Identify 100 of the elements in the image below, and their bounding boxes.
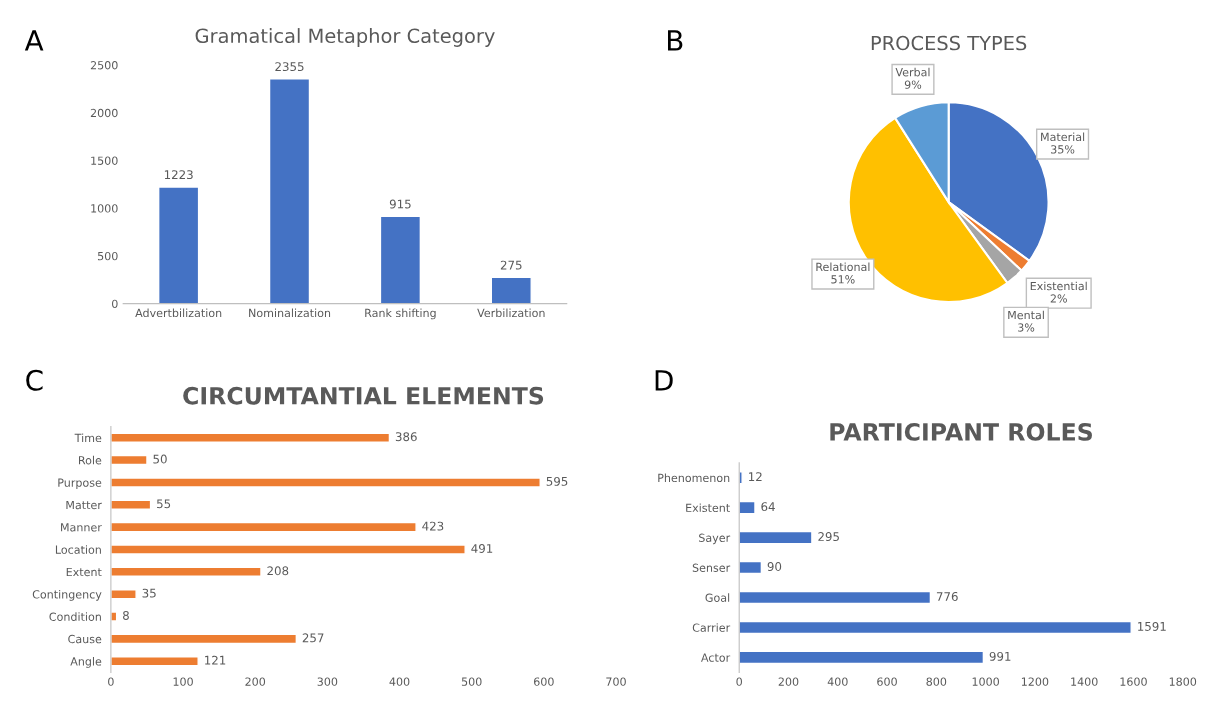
y-tick-label: Senser [692,563,731,572]
y-tick-label: 2500 [90,61,118,70]
y-tick-label: Actor [701,653,731,662]
chart-title: CIRCUMTANTIAL ELEMENTS [183,386,544,405]
y-tick-label: 1500 [91,156,118,165]
y-tick-label: 1000 [91,204,118,213]
x-tick-label: 100 [173,677,193,686]
bar [110,633,298,645]
data-label: 35% [1051,145,1075,154]
chart-title: Gramatical Metaphor Category [195,28,495,47]
x-tick-label: Advertbilization [135,308,222,318]
x-tick-label: 1800 [1169,677,1197,686]
bar [739,530,813,545]
data-label: 9% [904,80,922,89]
bar [739,650,985,665]
bar [739,590,932,605]
x-tick-label: Rank shifting [365,308,436,320]
bar [110,566,262,577]
data-label: 8 [123,611,129,620]
y-tick-label: Time [74,433,102,443]
slice-label: Relational [816,262,870,272]
data-label: 423 [422,521,444,531]
text: A [24,30,44,51]
y-tick-label: Phenomenon [658,473,730,483]
bar [110,477,541,488]
bar [739,560,763,575]
data-label: 55 [157,499,171,509]
data-label: 1223 [164,170,193,180]
slice-label: Material [1041,132,1085,142]
y-tick-label: 0 [112,299,118,309]
bar [157,186,200,304]
y-tick-label: Matter [66,500,102,510]
x-tick-label: 200 [778,677,799,686]
bar [110,589,137,600]
slice-label: Verbal [895,67,930,77]
data-label: 208 [267,566,289,576]
data-label: 50 [153,454,167,464]
x-tick-label: 600 [877,677,897,686]
data-label: 12 [749,472,762,481]
y-tick-label: Purpose [58,478,102,489]
data-label: 51% [831,275,855,284]
data-label: 2355 [275,62,304,72]
data-label: 90 [767,562,782,571]
y-tick-label: Location [55,545,101,554]
text: D [655,370,673,391]
x-tick-label: 400 [389,677,410,686]
bar [490,276,532,304]
bar [110,499,152,510]
x-tick-label: 1200 [1021,677,1049,686]
x-tick-label: 700 [606,677,626,686]
x-tick-label: 1000 [972,677,999,686]
bar [739,500,756,515]
y-tick-label: Angle [70,656,102,668]
data-label: 257 [302,633,324,643]
slice-label: Mental [1008,310,1044,320]
data-label: 1591 [1138,621,1166,631]
x-tick-label: 0 [736,677,742,686]
x-tick-label: Nominalization [249,308,331,318]
y-tick-label: 2000 [90,108,118,118]
data-label: 64 [761,502,775,512]
data-label: 3% [1018,323,1035,332]
bar [110,656,199,667]
y-tick-label: Manner [61,523,102,532]
data-label: 121 [205,655,226,665]
data-label: 275 [500,260,522,270]
chart-title: PROCESS TYPES [871,35,1027,51]
y-tick-label: Role [79,455,102,465]
x-tick-label: 1600 [1120,677,1147,686]
data-label: 491 [471,543,493,553]
y-tick-label: 500 [97,251,118,261]
data-label: 386 [395,432,417,442]
x-tick-label: 400 [827,677,848,686]
x-tick-label: 1400 [1071,677,1098,686]
bar [110,521,417,533]
text: C [26,369,43,391]
bar [379,215,422,304]
x-tick-label: 600 [534,677,554,686]
bar [110,544,466,555]
y-tick-label: Extent [66,567,102,577]
bar [110,454,148,466]
chart-title: PARTICIPANT ROLES [830,422,1092,441]
x-tick-label: 300 [317,677,338,686]
data-label: 595 [546,476,568,486]
y-tick-label: Goal [705,593,730,602]
x-tick-label: 200 [245,677,266,686]
bar [110,432,391,443]
text: B [668,30,683,51]
y-tick-label: Sayer [699,533,731,545]
data-label: 776 [936,592,958,601]
x-tick-label: 500 [461,677,482,686]
data-label: 2% [1050,294,1067,303]
y-tick-label: Cause [68,634,102,644]
y-tick-label: Condition [49,612,101,621]
y-tick-label: Carrier [692,623,731,632]
bar [739,620,1132,635]
y-tick-label: Existent [686,503,730,513]
data-label: 295 [818,532,839,542]
data-label: 991 [989,651,1011,661]
y-tick-label: Contingency [32,589,102,601]
bar [268,78,311,304]
